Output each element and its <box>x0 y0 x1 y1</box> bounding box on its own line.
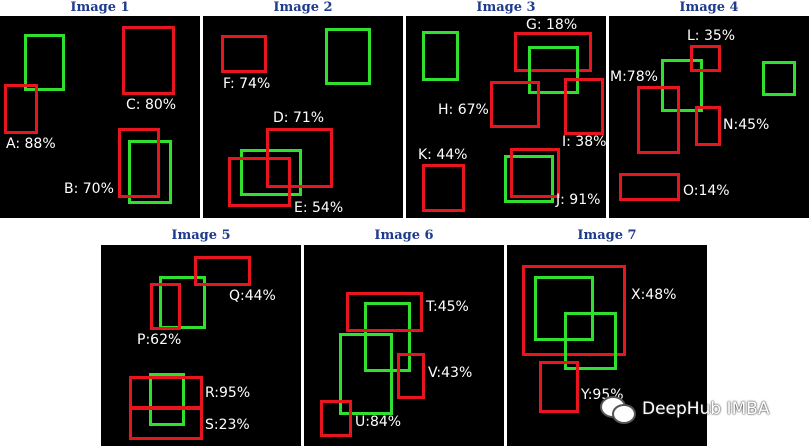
prediction-box-v <box>397 353 425 399</box>
ground-truth-box <box>325 28 371 85</box>
box-label-o: O:14% <box>683 183 730 199</box>
watermark: DeepHub IMBA <box>600 392 770 426</box>
box-label-b: B: 70% <box>64 181 114 197</box>
image-panel-4: L: 35% M:78% N:45% O:14% <box>609 16 809 218</box>
box-label-s: S:23% <box>205 417 250 433</box>
prediction-box-i <box>564 78 604 135</box>
prediction-box-e <box>228 157 291 207</box>
box-label-d: D: 71% <box>273 110 325 126</box>
panel-title-2: Image 2 <box>273 0 333 15</box>
panel-title-4: Image 4 <box>679 0 739 15</box>
panel-title-6: Image 6 <box>374 228 434 243</box>
box-label-h: H: 67% <box>438 102 489 118</box>
ground-truth-box <box>149 373 185 426</box>
box-label-m: M:78% <box>610 69 658 85</box>
prediction-box-p <box>150 283 181 330</box>
prediction-box-n <box>695 106 721 146</box>
prediction-box-o <box>619 173 680 201</box>
ground-truth-box <box>240 149 302 196</box>
panel-title-5: Image 5 <box>171 228 231 243</box>
prediction-box-t <box>346 292 423 332</box>
box-label-f: F: 74% <box>223 76 271 92</box>
prediction-box-a <box>4 84 38 134</box>
image-panel-3: G: 18% H: 67% I: 38% K: 44% J: 91% <box>406 16 606 218</box>
ground-truth-box <box>564 312 617 370</box>
box-label-e: E: 54% <box>294 200 344 216</box>
prediction-box-b <box>118 128 160 198</box>
panel-title-7: Image 7 <box>577 228 637 243</box>
box-label-u: U:84% <box>355 414 402 430</box>
box-label-k: K: 44% <box>418 147 468 163</box>
prediction-box-f <box>221 35 267 73</box>
ground-truth-box <box>159 276 206 329</box>
ground-truth-box <box>504 155 554 203</box>
prediction-box-q <box>194 256 251 286</box>
panel-title-1: Image 1 <box>70 0 130 15</box>
ground-truth-box <box>339 333 393 415</box>
box-label-c: C: 80% <box>126 97 177 113</box>
image-panel-1: A: 88% B: 70% C: 80% <box>0 16 200 218</box>
watermark-text: DeepHub IMBA <box>642 399 770 419</box>
prediction-box-h <box>490 81 540 128</box>
prediction-box-k <box>422 164 465 212</box>
box-label-x: X:48% <box>631 287 677 303</box>
box-label-v: V:43% <box>428 365 473 381</box>
ground-truth-box <box>422 31 459 81</box>
box-label-j: J: 91% <box>556 192 601 208</box>
ground-truth-box <box>128 140 172 204</box>
box-label-i: I: 38% <box>562 134 607 150</box>
image-panel-5: Q:44% P:62% R:95% S:23% <box>101 245 301 446</box>
prediction-box-s <box>129 406 203 440</box>
prediction-box-y <box>539 361 579 413</box>
ground-truth-box <box>528 46 579 94</box>
prediction-box-l <box>690 45 721 72</box>
prediction-box-j <box>510 148 560 198</box>
box-label-p: P:62% <box>137 332 182 348</box>
box-label-r: R:95% <box>205 385 251 401</box>
box-label-q: Q:44% <box>229 288 276 304</box>
box-label-t: T:45% <box>426 299 469 315</box>
box-label-a: A: 88% <box>6 136 56 152</box>
panel-title-3: Image 3 <box>476 0 536 15</box>
box-label-l: L: 35% <box>687 28 736 44</box>
box-label-g: G: 18% <box>526 17 578 33</box>
prediction-box-c <box>122 26 175 95</box>
prediction-box-m <box>637 86 680 154</box>
prediction-box-x <box>522 265 626 356</box>
ground-truth-box <box>24 34 65 91</box>
box-label-n: N:45% <box>723 117 770 133</box>
ground-truth-box <box>364 302 411 372</box>
ground-truth-box <box>661 59 703 112</box>
image-panel-6: T:45% V:43% U:84% <box>304 245 504 446</box>
prediction-box-r <box>129 376 203 410</box>
prediction-box-u <box>320 400 352 437</box>
ground-truth-box <box>762 61 796 96</box>
prediction-box-g <box>514 32 592 72</box>
wechat-icon <box>600 394 636 424</box>
image-panel-2: F: 74% D: 71% E: 54% <box>203 16 403 218</box>
